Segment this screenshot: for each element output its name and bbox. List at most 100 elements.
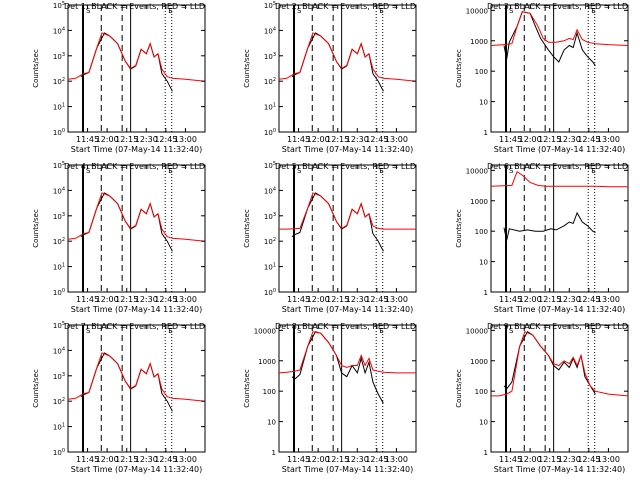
panel-det-1: S E 100 101 102 103 104 105 11:4512:0012:1512:30… (32, 1, 206, 154)
bracket-label-end: E (379, 7, 383, 15)
y-tick-label: 104 (53, 186, 65, 195)
y-tick-label: 101 (53, 423, 65, 432)
x-tick-label: 11:45 (287, 135, 310, 144)
y-axis-label: Counts/sec (455, 49, 463, 88)
y-tick-label: 101 (53, 103, 65, 112)
x-tick-label: 13:00 (174, 295, 197, 304)
plot-frame (67, 324, 206, 453)
x-tick-label: 12:45 (154, 295, 177, 304)
y-tick-label: 103 (264, 52, 276, 61)
x-tick-label: 12:15 (538, 455, 561, 464)
x-tick-label: 11:45 (499, 135, 522, 144)
panel-title: Det 7: BLACK = Events, RED = LLD (64, 322, 205, 331)
y-tick-label: 102 (53, 397, 65, 406)
x-tick-label: 12:30 (346, 135, 369, 144)
y-tick-label: 100 (264, 288, 276, 297)
x-tick-label: 13:00 (385, 295, 408, 304)
x-tick-label: 12:15 (538, 135, 561, 144)
y-tick-label: 100 (53, 128, 65, 137)
panel-title: Det 8: BLACK = Events, RED = LLD (275, 322, 416, 331)
x-tick-label: 12:45 (577, 295, 600, 304)
bracket-label-start: S (297, 327, 302, 335)
bracket-label-start: S (86, 7, 91, 15)
bracket-label-start: S (509, 327, 514, 335)
plot-frame (278, 324, 417, 453)
y-tick-label: 105 (53, 321, 65, 330)
x-tick-label: 12:45 (154, 455, 177, 464)
x-tick-label: 11:45 (76, 135, 99, 144)
x-axis-label: Start Time (07-May-14 11:32:40) (494, 145, 625, 154)
bracket-label-start: S (86, 327, 91, 335)
x-tick-label: 13:00 (597, 455, 620, 464)
series-black-line (80, 352, 173, 412)
x-tick-label: 12:00 (307, 135, 330, 144)
y-tick-label: 103 (53, 52, 65, 61)
x-axis-label: Start Time (07-May-14 11:32:40) (494, 465, 625, 474)
y-tick-label: 105 (53, 161, 65, 170)
y-tick-label: 100 (53, 448, 65, 457)
x-axis-label: Start Time (07-May-14 11:32:40) (282, 465, 413, 474)
y-axis-label: Counts/sec (455, 209, 463, 248)
x-tick-label: 12:15 (115, 295, 138, 304)
panel-det-6: S E 1 10 100 1000 10000 11:4512:0012:1512:3012:… (455, 162, 629, 314)
y-tick-label: 100 (264, 128, 276, 137)
x-tick-label: 12:30 (558, 295, 581, 304)
x-tick-label: 12:00 (307, 455, 330, 464)
bracket-label-end: E (379, 167, 383, 175)
y-axis-label: Counts/sec (455, 369, 463, 408)
y-tick-label: 10000 (466, 167, 488, 175)
series-black-line (503, 330, 596, 395)
y-axis-label: Counts/sec (243, 369, 251, 408)
x-tick-label: 13:00 (385, 455, 408, 464)
bracket-label-end: E (591, 7, 595, 15)
y-axis-label: Counts/sec (32, 49, 40, 88)
x-axis-label: Start Time (07-May-14 11:32:40) (71, 145, 202, 154)
panel-det-9: S E 1 10 100 1000 10000 11:4512:0012:1512:3012:… (455, 322, 629, 474)
bracket-label-start: S (509, 167, 514, 175)
x-tick-label: 12:15 (326, 135, 349, 144)
series-black-line (291, 32, 384, 92)
y-tick-label: 10000 (466, 327, 488, 335)
y-tick-label: 105 (53, 1, 65, 10)
bracket-label-end: E (591, 167, 595, 175)
y-tick-label: 10 (479, 99, 488, 107)
x-tick-label: 13:00 (597, 295, 620, 304)
bracket-label-start: S (86, 167, 91, 175)
y-tick-label: 104 (264, 26, 276, 35)
series-black-line (291, 331, 384, 404)
bracket-label-start: S (297, 167, 302, 175)
x-tick-label: 12:45 (365, 295, 388, 304)
x-tick-label: 12:15 (326, 455, 349, 464)
y-tick-label: 100 (475, 388, 488, 396)
plot-frame (67, 4, 206, 133)
y-tick-label: 102 (53, 77, 65, 86)
x-tick-label: 12:30 (135, 135, 158, 144)
series-red-line (491, 331, 629, 397)
x-axis-label: Start Time (07-May-14 11:32:40) (71, 465, 202, 474)
panel-det-3: S E 1 10 100 1000 10000 11:4512:0012:1512:3012:… (455, 2, 629, 154)
x-tick-label: 12:15 (115, 455, 138, 464)
y-tick-label: 1000 (470, 198, 488, 206)
series-red-line (67, 192, 206, 242)
y-tick-label: 100 (475, 228, 488, 236)
y-tick-label: 103 (53, 372, 65, 381)
y-tick-label: 104 (264, 186, 276, 195)
x-tick-label: 12:00 (519, 135, 542, 144)
x-tick-label: 12:45 (154, 135, 177, 144)
panel-det-7: S E 100 101 102 103 104 105 11:4512:0012:1512:30… (32, 321, 206, 474)
x-tick-label: 12:45 (365, 455, 388, 464)
y-tick-label: 10 (479, 259, 488, 267)
plot-frame (490, 4, 629, 133)
x-tick-label: 12:45 (577, 455, 600, 464)
y-tick-label: 103 (264, 212, 276, 221)
panel-title: Det 6: BLACK = Events, RED = LLD (487, 162, 628, 171)
panel-title: Det 4: BLACK = Events, RED = LLD (64, 162, 205, 171)
y-tick-label: 105 (264, 161, 276, 170)
y-tick-label: 1000 (470, 38, 488, 46)
x-tick-label: 11:45 (287, 455, 310, 464)
panel-title: Det 1: BLACK = Events, RED = LLD (64, 2, 205, 11)
y-tick-label: 100 (263, 388, 276, 396)
y-axis-label: Counts/sec (32, 369, 40, 408)
series-red-line (490, 170, 628, 188)
x-tick-label: 13:00 (174, 135, 197, 144)
